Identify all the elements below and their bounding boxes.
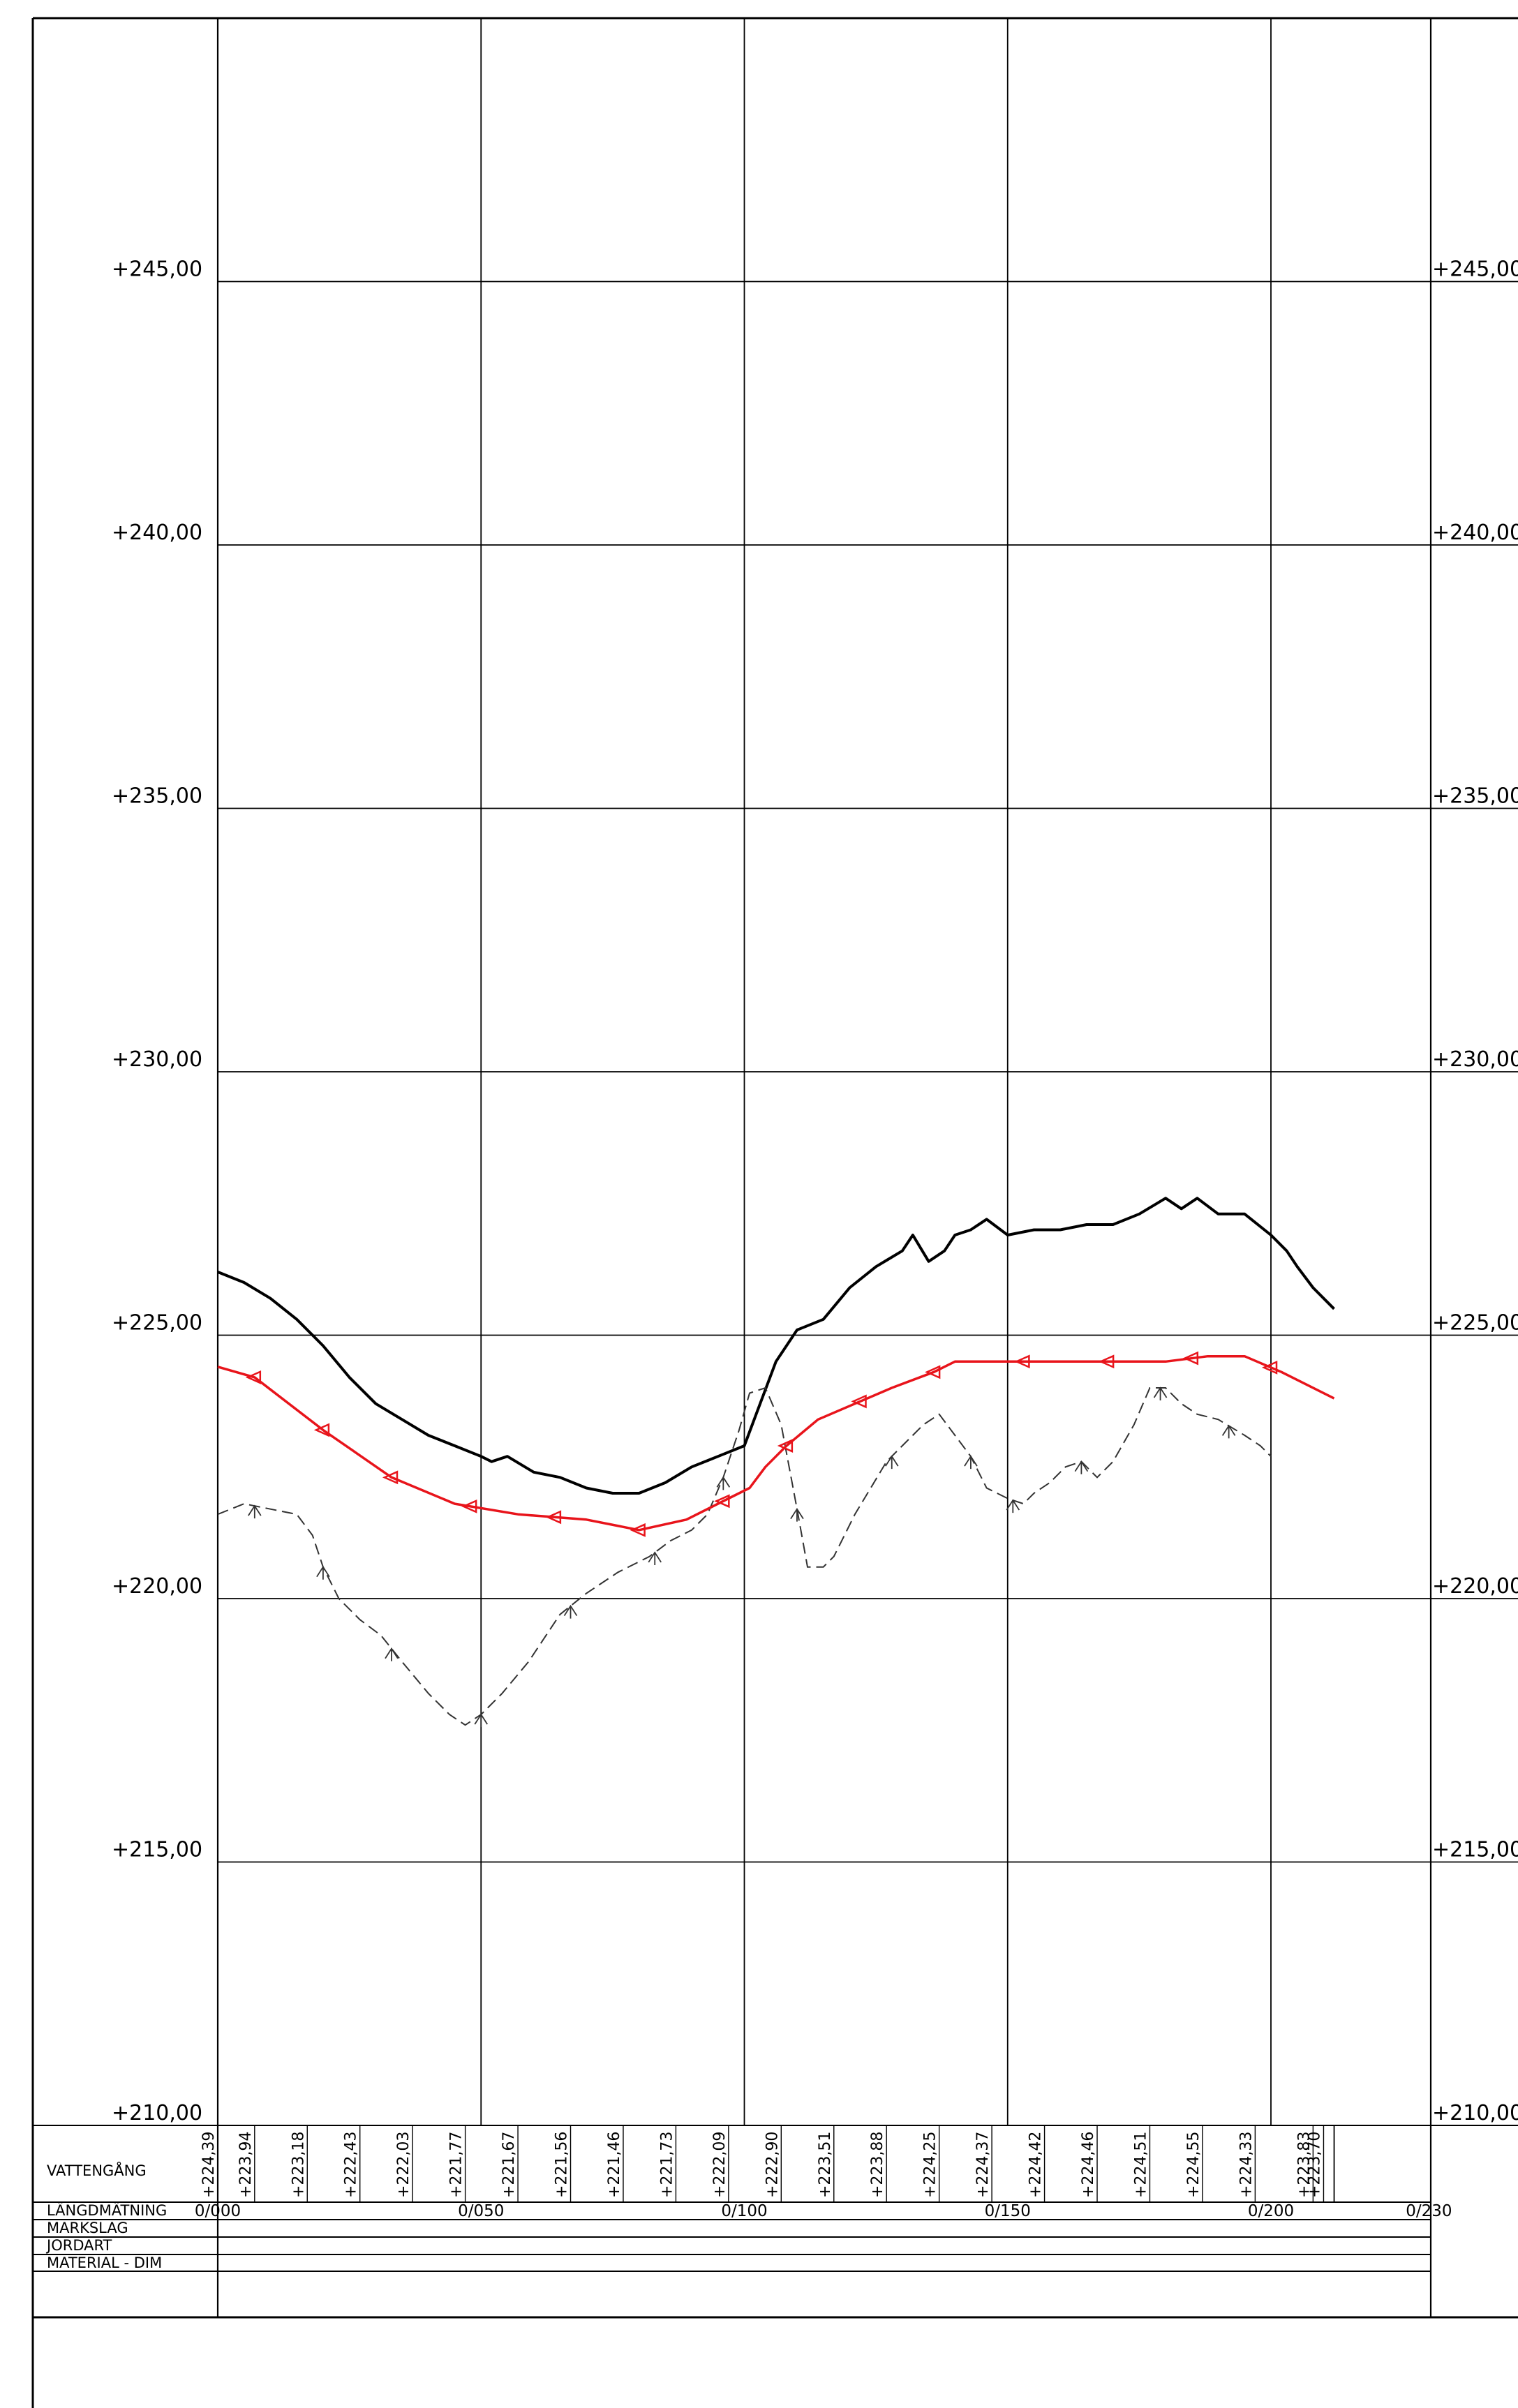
water-arrow-9 <box>925 1365 941 1379</box>
water-arrow-3 <box>461 1499 477 1513</box>
bottom-tick-0 <box>248 1504 262 1519</box>
vattengang-value-8: +221,46 <box>606 2132 623 2198</box>
vattengang-value-7: +221,56 <box>553 2132 571 2198</box>
y-tick-label-right-3: +230,00 <box>1432 1047 1518 1072</box>
y-tick-label-right-5: +220,00 <box>1432 1574 1518 1599</box>
y-tick-label-left-7: +210,00 <box>112 2101 202 2125</box>
y-tick-label-left-6: +215,00 <box>112 1838 202 1862</box>
table-row-label-2: MARKSLAG <box>47 2220 128 2236</box>
chainage-label-0: 0/000 <box>195 2202 241 2220</box>
bottom-tick-7 <box>790 1507 804 1522</box>
water-arrow-2 <box>382 1470 399 1485</box>
vattengang-value-9: +221,73 <box>658 2132 676 2198</box>
water-arrow-5 <box>630 1523 646 1537</box>
vattengang-value-11: +222,90 <box>764 2132 781 2198</box>
bottom-tick-2 <box>385 1647 399 1661</box>
table-row-label-4: MATERIAL - DIM <box>47 2254 162 2271</box>
chainage-label-4: 0/200 <box>1248 2202 1294 2220</box>
vattengang-value-15: +224,37 <box>974 2132 992 2198</box>
chainage-label-2: 0/100 <box>721 2202 767 2220</box>
profile-series <box>217 1197 1335 1728</box>
vattengang-value-0: +224,39 <box>200 2132 218 2198</box>
ground-line <box>217 1197 1335 1495</box>
bottom-tick-4 <box>563 1604 578 1619</box>
y-tick-label-right-1: +240,00 <box>1432 521 1518 545</box>
chainage-label-3: 0/150 <box>985 2202 1031 2220</box>
vattengang-value-21: +223,83 <box>1295 2132 1313 2198</box>
bottom-tick-3 <box>474 1713 489 1728</box>
bottom-tick-1 <box>316 1566 330 1580</box>
bottom-tick-10 <box>1006 1499 1020 1513</box>
water-arrow-0 <box>245 1370 262 1384</box>
profile-table: VATTENGÅNG LÄNGDMÄTNINGMARKSLAGJORDARTMAT… <box>33 2125 1518 2272</box>
y-tick-label-left-5: +220,00 <box>112 1574 202 1599</box>
water-arrow-7 <box>777 1439 794 1453</box>
bottom-tick-12 <box>1153 1386 1168 1400</box>
chainage-label-5: 0/230 <box>1406 2202 1452 2220</box>
vattengang-value-12: +223,51 <box>817 2132 834 2198</box>
vattengang-value-5: +221,77 <box>448 2132 466 2198</box>
drawing-frame <box>31 17 1518 2408</box>
vattengang-value-17: +224,46 <box>1080 2132 1097 2198</box>
table-row-label-3: JORDART <box>45 2237 112 2254</box>
y-axis-labels: +245,00 +245,00 +240,00 +240,00 +235,00 +235,… <box>112 257 1518 2126</box>
bottom-tick-9 <box>964 1455 978 1470</box>
chainage-label-1: 0/050 <box>458 2202 504 2220</box>
bottom-line <box>217 1386 1272 1726</box>
vattengang-value-20: +224,33 <box>1237 2132 1255 2198</box>
vattengang-value-18: +224,51 <box>1132 2132 1149 2198</box>
y-tick-label-left-0: +245,00 <box>112 257 202 282</box>
vattengang-value-22: +223,70 <box>1306 2132 1323 2198</box>
bottom-tick-11 <box>1074 1460 1089 1474</box>
y-tick-label-right-6: +215,00 <box>1432 1838 1518 1862</box>
vattengang-value-10: +222,09 <box>711 2132 729 2198</box>
y-tick-label-left-3: +230,00 <box>112 1047 202 1072</box>
y-tick-label-right-0: +245,00 <box>1432 257 1518 282</box>
y-tick-label-left-1: +240,00 <box>112 521 202 545</box>
vattengang-value-6: +221,67 <box>500 2132 518 2198</box>
water-arrow-13 <box>1261 1360 1278 1375</box>
water-arrow-8 <box>851 1394 867 1409</box>
water-arrow-10 <box>1014 1354 1030 1369</box>
water-arrow-4 <box>545 1510 562 1525</box>
vattengang-value-4: +222,03 <box>395 2132 412 2198</box>
y-tick-label-left-4: +225,00 <box>112 1311 202 1336</box>
vattengang-value-1: +223,94 <box>237 2132 255 2198</box>
vattengang-value-13: +223,88 <box>869 2132 886 2198</box>
water-arrow-11 <box>1099 1354 1115 1369</box>
water-arrow-6 <box>714 1494 730 1509</box>
table-row-label-1: LÄNGDMÄTNING <box>47 2201 167 2219</box>
y-tick-label-right-4: +225,00 <box>1432 1311 1518 1336</box>
water-arrow-1 <box>313 1423 330 1437</box>
y-tick-label-right-7: +210,00 <box>1432 2101 1518 2125</box>
grid <box>216 18 1518 2317</box>
vattengang-value-19: +224,55 <box>1185 2132 1203 2198</box>
bottom-tick-8 <box>885 1455 899 1470</box>
vattengang-value-16: +224,42 <box>1027 2132 1045 2198</box>
bottom-tick-5 <box>648 1551 662 1565</box>
water-line <box>217 1354 1335 1532</box>
table-row-label-0: VATTENGÅNG <box>47 2161 147 2179</box>
bottom-tick-6 <box>716 1476 731 1490</box>
water-arrow-12 <box>1182 1351 1199 1366</box>
vattengang-value-14: +224,25 <box>922 2132 939 2198</box>
y-tick-label-left-2: +235,00 <box>112 784 202 809</box>
y-tick-label-right-2: +235,00 <box>1432 784 1518 809</box>
vattengang-value-3: +222,43 <box>343 2132 360 2198</box>
bottom-tick-13 <box>1221 1424 1236 1439</box>
vattengang-value-2: +223,18 <box>290 2132 307 2198</box>
